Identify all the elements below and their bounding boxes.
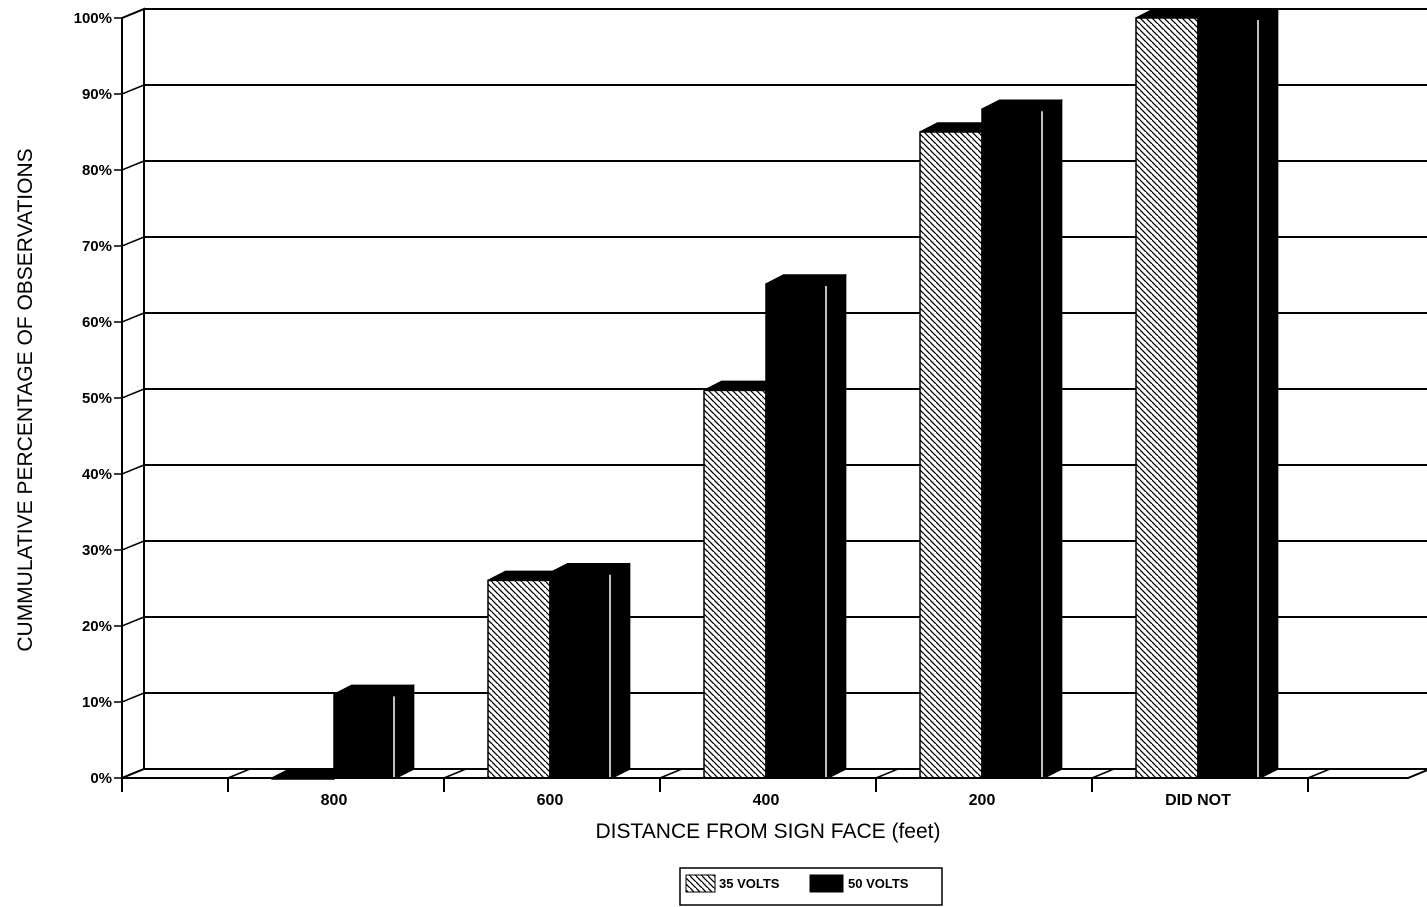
- bar-front: [919, 131, 983, 779]
- bar-front: [549, 572, 613, 779]
- x-tick-label-400: 400: [753, 792, 780, 809]
- gridline-side: [121, 464, 145, 475]
- y-tick-label: 50%: [82, 390, 112, 407]
- gridline-side: [121, 160, 145, 171]
- bar-50-volts-did-not: [1197, 7, 1279, 780]
- gridline-side: [121, 692, 145, 703]
- y-tick-label: 80%: [82, 162, 112, 179]
- bar-front: [1197, 17, 1261, 779]
- x-axis-ticks: 800 600 400 200 DID NOT: [121, 768, 1408, 809]
- y-tick-label: 30%: [82, 542, 112, 559]
- y-tick-label: 20%: [82, 618, 112, 635]
- bar-side: [395, 684, 415, 780]
- bar-50-volts-600: [549, 562, 631, 780]
- x-tick-label-600: 600: [537, 792, 564, 809]
- bar-side: [1259, 7, 1279, 780]
- gridline-side: [121, 84, 145, 95]
- y-tick-label: 10%: [82, 694, 112, 711]
- floor-divider: [1091, 768, 1115, 779]
- floor-divider: [1307, 768, 1331, 779]
- y-tick-label: 70%: [82, 238, 112, 255]
- y-tick-label: 90%: [82, 86, 112, 103]
- x-tick-label-did-not: DID NOT: [1165, 792, 1231, 809]
- bar-50-volts-800: [333, 684, 415, 780]
- gridline-side: [121, 312, 145, 323]
- gridline-side: [121, 616, 145, 627]
- legend: 35 VOLTS 50 VOLTS: [679, 867, 943, 906]
- bar-front: [333, 693, 397, 779]
- x-axis-title: DISTANCE FROM SIGN FACE (feet): [596, 820, 941, 843]
- bar-front: [765, 283, 829, 779]
- bar-50-volts-200: [981, 98, 1063, 780]
- bar-side: [1043, 98, 1063, 780]
- gridline-side: [121, 8, 145, 19]
- floor-divider: [443, 768, 467, 779]
- bar-front: [981, 108, 1045, 779]
- floor-divider: [875, 768, 899, 779]
- gridline-side: [121, 388, 145, 399]
- floor-divider: [227, 768, 251, 779]
- bar-front: [487, 579, 551, 779]
- floor-divider: [659, 768, 683, 779]
- legend-swatch-50-volts: [809, 874, 844, 893]
- bar-side: [611, 562, 631, 780]
- legend-swatch-35-volts: [685, 874, 716, 893]
- bar-front: [703, 389, 767, 779]
- legend-label-50-volts: 50 VOLTS: [848, 876, 909, 891]
- legend-label-35-volts: 35 VOLTS: [719, 876, 780, 891]
- legend-box: [679, 867, 943, 906]
- bar-front: [1135, 17, 1199, 779]
- gridline-side: [121, 540, 145, 551]
- y-tick-label: 0%: [90, 770, 112, 787]
- floor-divider: [121, 768, 145, 779]
- y-axis-ticks: 0% 10% 20% 30% 40% 50% 60% 70% 80% 90% 100%: [74, 9, 145, 787]
- bar-50-volts-400: [765, 273, 847, 780]
- bar-side: [827, 273, 847, 780]
- y-axis-title: CUMMULATIVE PERCENTAGE OF OBSERVATIONS: [14, 148, 37, 651]
- y-tick-label: 60%: [82, 314, 112, 331]
- y-tick-label: 40%: [82, 466, 112, 483]
- x-tick-label-800: 800: [321, 792, 348, 809]
- y-tick-label: 100%: [74, 10, 112, 27]
- x-tick-label-200: 200: [969, 792, 996, 809]
- gridline-side: [121, 236, 145, 247]
- bars: [271, 7, 1279, 780]
